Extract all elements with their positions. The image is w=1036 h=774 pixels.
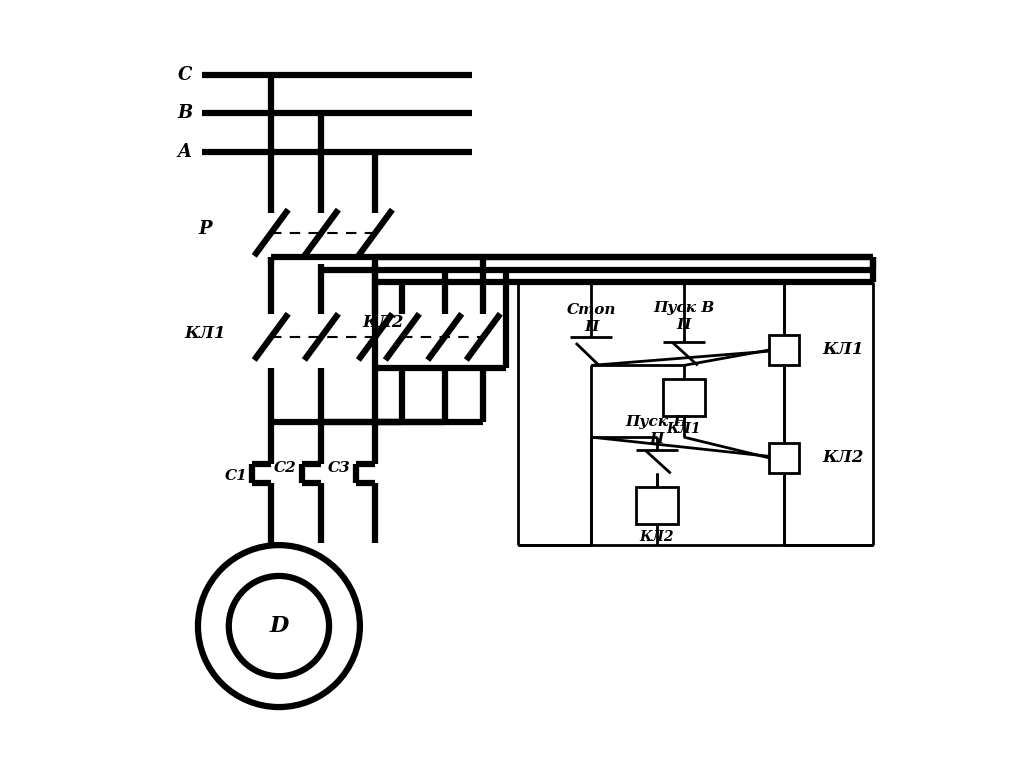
Text: D: D (269, 615, 289, 637)
Text: КЛ2: КЛ2 (639, 530, 674, 544)
Text: КЛ1: КЛ1 (184, 324, 227, 341)
Text: П: П (677, 318, 691, 332)
Text: C1: C1 (225, 469, 248, 483)
Text: Пуск В: Пуск В (653, 300, 715, 314)
Text: Стоп: Стоп (567, 303, 616, 317)
Text: КЛ2: КЛ2 (823, 450, 864, 467)
Text: C3: C3 (327, 461, 350, 475)
Text: A: A (178, 142, 192, 161)
Text: B: B (177, 104, 193, 122)
Text: C: C (177, 66, 192, 84)
Text: КЛ1: КЛ1 (823, 341, 864, 358)
Bar (770, 443, 799, 474)
Text: П: П (650, 433, 664, 447)
Text: C2: C2 (274, 461, 296, 475)
Text: КЛ2: КЛ2 (363, 314, 404, 331)
Bar (636, 488, 678, 523)
Text: П: П (584, 320, 599, 334)
Bar (663, 379, 706, 416)
Text: КЛ1: КЛ1 (666, 423, 701, 437)
Text: Пуск Н: Пуск Н (626, 415, 688, 429)
Text: P: P (199, 220, 212, 238)
Bar (770, 334, 799, 365)
